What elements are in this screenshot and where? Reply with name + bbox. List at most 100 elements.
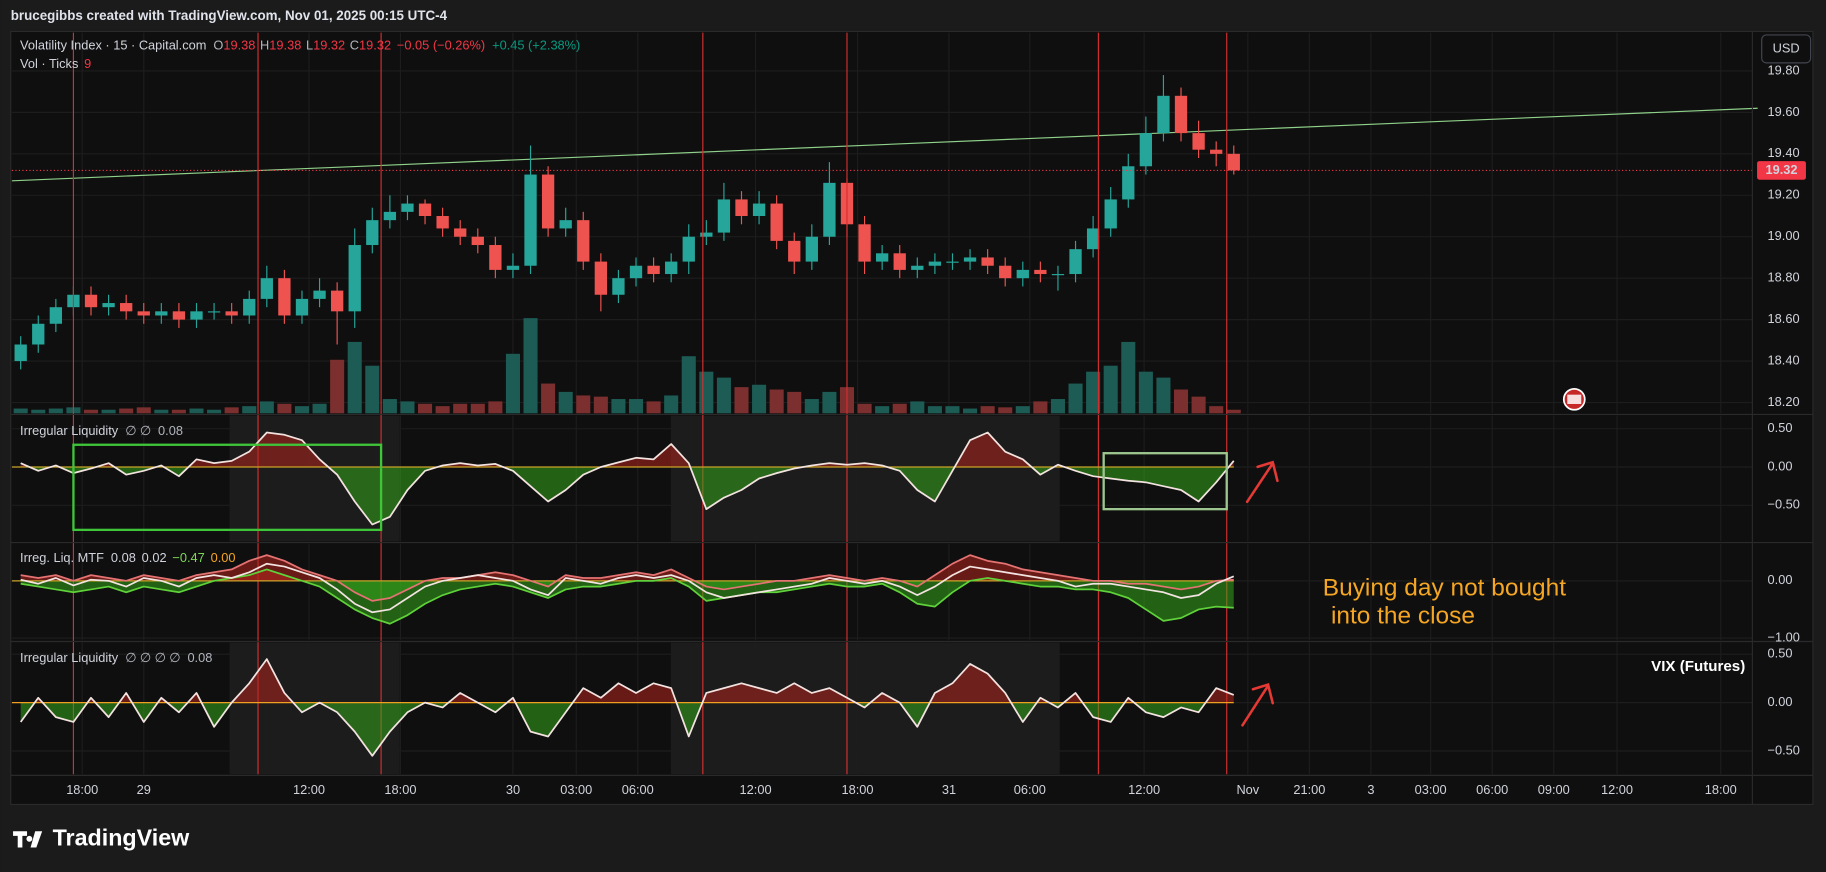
indicator-inputs: ∅ ∅ — [125, 423, 151, 438]
volume-bar — [769, 389, 784, 414]
volume-bar — [13, 408, 28, 414]
candle-body — [946, 261, 959, 263]
event-flag-inner — [1567, 394, 1582, 404]
ohlc-key: L — [306, 38, 313, 53]
candle-body — [84, 294, 98, 308]
volume-bar — [48, 408, 63, 414]
indicator-value: 0.02 — [142, 550, 167, 565]
y-tick-label: 19.40 — [1768, 145, 1800, 160]
volume-value: 9 — [84, 57, 91, 72]
volume-bar — [294, 406, 310, 414]
volume-bar — [83, 409, 99, 414]
candle-body — [207, 311, 221, 313]
candle-body — [454, 228, 467, 237]
volume-bar — [716, 377, 731, 414]
y-tick-label: 0.00 — [1768, 572, 1793, 587]
candle-body — [541, 174, 555, 229]
y-tick-label: 19.80 — [1768, 62, 1800, 77]
candle-body — [1157, 95, 1170, 134]
indicator-legend: Irregular Liquidity ∅ ∅ ∅ ∅ 0.08 — [20, 650, 212, 665]
volume-bar — [189, 408, 204, 414]
candle-body — [489, 245, 502, 270]
trendline — [11, 107, 1758, 182]
indicator-line — [20, 431, 1235, 526]
volume-bar — [734, 387, 749, 414]
candle-body — [348, 245, 361, 312]
candle-body — [260, 278, 273, 299]
volume-bar — [945, 406, 960, 414]
x-tick-label: 18:00 — [66, 782, 98, 797]
ohlc-value: 19.38 — [269, 38, 301, 53]
volume-bar — [628, 399, 644, 414]
volume-bar — [171, 409, 186, 414]
candle-body — [629, 265, 643, 279]
volume-bar — [101, 409, 116, 414]
x-tick-label: 12:00 — [1128, 782, 1160, 797]
volume-bar — [681, 356, 696, 414]
x-tick-label: 06:00 — [1014, 782, 1046, 797]
x-tick-label: 03:00 — [560, 782, 592, 797]
candle-body — [1016, 269, 1029, 279]
x-tick-label: 12:00 — [293, 782, 325, 797]
indicator-line — [20, 568, 1234, 625]
indicator-value: 0.00 — [211, 550, 236, 565]
candle-body — [1174, 95, 1188, 134]
candle-body — [155, 311, 168, 316]
volume-bar — [1191, 396, 1206, 414]
x-tick-label: 31 — [942, 782, 956, 797]
volume-bar — [1033, 401, 1048, 414]
volume-bar — [224, 407, 239, 414]
currency-button-label[interactable]: USD — [1773, 40, 1800, 55]
volume-legend: Vol · Ticks 9 — [20, 57, 91, 72]
ohlc-key: O — [213, 38, 223, 53]
candle-body — [928, 261, 942, 266]
candle-body — [32, 323, 45, 345]
candle-body — [313, 290, 326, 299]
candle-body — [1069, 249, 1082, 275]
volume-bar — [980, 406, 995, 414]
volume-bar — [154, 409, 169, 414]
candle-body — [383, 211, 397, 221]
symbol: Volatility Index · 15 · Capital.com — [20, 38, 206, 53]
candle-body — [594, 261, 608, 295]
annotation: Buying day not bought — [1323, 575, 1566, 602]
candle-body — [418, 203, 432, 217]
volume-bar — [505, 353, 520, 414]
symbol-legend: Volatility Index · 15 · Capital.com O 19.3… — [20, 38, 580, 53]
volume-bar — [875, 406, 890, 414]
candle-body — [471, 236, 484, 246]
indicator-legend: Irregular Liquidity ∅ ∅ 0.08 — [20, 423, 183, 438]
ohlc-key: C — [350, 38, 359, 53]
volume-bar — [365, 365, 380, 414]
annotation-box — [1102, 452, 1228, 511]
indicator-value: 0.08 — [111, 550, 136, 565]
area-fill — [20, 569, 1234, 581]
price-tag — [1757, 161, 1806, 180]
candle-body — [805, 236, 818, 262]
y-tick-label: 0.00 — [1768, 694, 1793, 709]
volume-bar — [804, 399, 819, 414]
x-tick-label: 06:00 — [1476, 782, 1508, 797]
currency-button[interactable] — [1761, 34, 1812, 64]
volume-bar — [470, 403, 485, 414]
volume-bar — [242, 406, 257, 414]
x-tick-label: Nov — [1236, 782, 1259, 797]
volume-bar — [752, 384, 767, 414]
volume-bar — [1086, 371, 1101, 414]
volume-bar — [787, 391, 802, 414]
candle-body — [49, 307, 63, 324]
candle-body — [190, 311, 203, 320]
candle-body — [102, 303, 115, 308]
y-tick-label: −1.00 — [1768, 629, 1800, 644]
candle-body — [858, 224, 871, 262]
volume-bar — [963, 408, 978, 414]
y-tick-label: −0.50 — [1768, 742, 1800, 757]
indicator-line — [20, 554, 1234, 602]
candle-body — [366, 220, 379, 246]
candle-body — [172, 311, 186, 320]
session-shade — [670, 642, 1060, 775]
candle-body — [788, 240, 801, 262]
candle-body — [1104, 199, 1117, 229]
candle-body — [1192, 133, 1205, 150]
